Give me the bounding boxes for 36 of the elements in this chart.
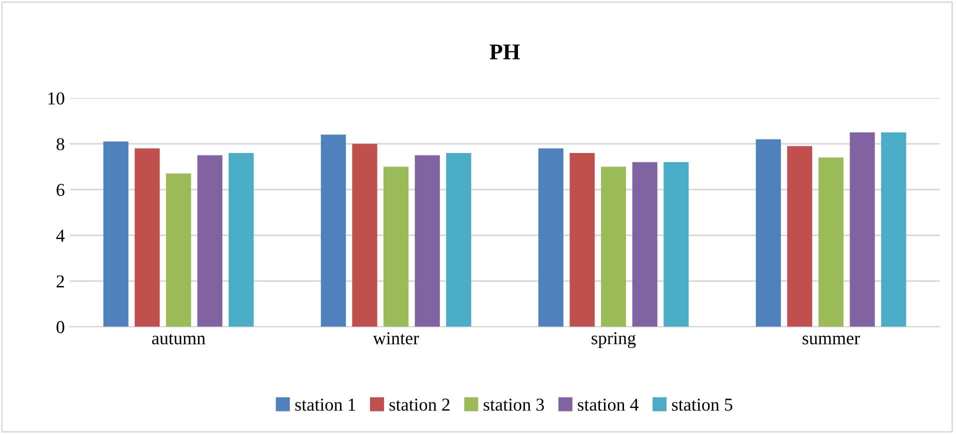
y-tick-label: 4 [56, 230, 65, 242]
legend-label: station 2 [390, 398, 450, 411]
bar [632, 162, 658, 327]
bar [818, 158, 844, 327]
x-tick-label: summer [802, 336, 860, 344]
y-tick-label: 0 [56, 321, 64, 334]
legend-label: station 3 [484, 398, 544, 411]
y-tick-label: 8 [56, 138, 64, 150]
bar [446, 152, 472, 327]
x-tick-label: winter [372, 332, 419, 344]
y-tick-label: 2 [56, 275, 64, 288]
bar [197, 155, 222, 327]
x-tick-label: spring [592, 332, 636, 348]
bar [570, 152, 595, 327]
bar [787, 146, 812, 327]
y-tick-label: 6 [56, 184, 64, 196]
bar [600, 166, 626, 327]
bar [881, 132, 906, 327]
legend-label: station 5 [672, 398, 732, 411]
bar [166, 174, 192, 327]
bar [134, 148, 160, 327]
bar [664, 162, 689, 327]
legend-label: station 4 [578, 398, 639, 411]
x-tick-label: autumn [152, 334, 206, 344]
bar [228, 152, 254, 327]
chart-title: PH [490, 44, 520, 60]
bar [414, 155, 440, 327]
bar [320, 134, 346, 327]
bar [103, 142, 128, 327]
y-tick-label: 10 [48, 92, 64, 105]
bar [756, 139, 781, 327]
bar [352, 144, 378, 327]
legend-label: station 1 [295, 398, 356, 411]
bar [850, 132, 875, 327]
bar [383, 166, 409, 327]
bar [538, 148, 564, 327]
